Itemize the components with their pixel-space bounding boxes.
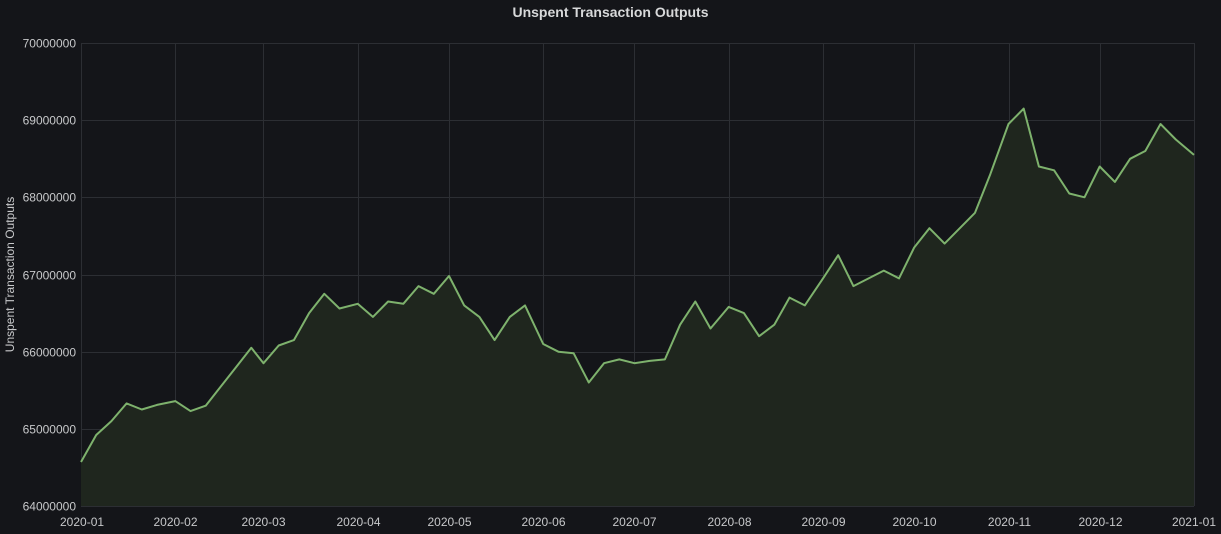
y-axis-label: Unspent Transaction Outputs [3, 197, 17, 352]
x-tick-label: 2020-08 [707, 515, 751, 529]
x-tick-label: 2020-01 [60, 515, 104, 529]
y-tick-label: 70000000 [23, 37, 77, 51]
x-tick-label: 2020-03 [241, 515, 285, 529]
y-axis-ticks: 64000000 65000000 66000000 67000000 68000000… [23, 37, 77, 514]
x-tick-label: 2020-10 [892, 515, 936, 529]
x-tick-label: 2020-12 [1078, 515, 1122, 529]
y-tick-label: 65000000 [23, 423, 77, 437]
y-tick-label: 66000000 [23, 346, 77, 360]
chart-title: Unspent Transaction Outputs [512, 4, 709, 20]
x-tick-label: 2021-01 [1172, 515, 1216, 529]
x-tick-label: 2020-02 [153, 515, 197, 529]
y-tick-label: 68000000 [23, 191, 77, 205]
y-tick-label: 67000000 [23, 269, 77, 283]
x-tick-label: 2020-11 [988, 515, 1031, 529]
x-tick-label: 2020-07 [612, 515, 656, 529]
x-axis-ticks: 2020-01 2020-02 2020-03 2020-04 2020-05 2020-… [60, 515, 1216, 529]
x-tick-label: 2020-05 [427, 515, 471, 529]
series-line [80, 107, 1195, 463]
series-area-fill [81, 108, 1194, 506]
x-tick-label: 2020-09 [801, 515, 845, 529]
x-tick-label: 2020-04 [336, 515, 380, 529]
x-tick-label: 2020-06 [521, 515, 565, 529]
y-tick-label: 64000000 [23, 500, 77, 514]
y-tick-label: 69000000 [23, 114, 77, 128]
